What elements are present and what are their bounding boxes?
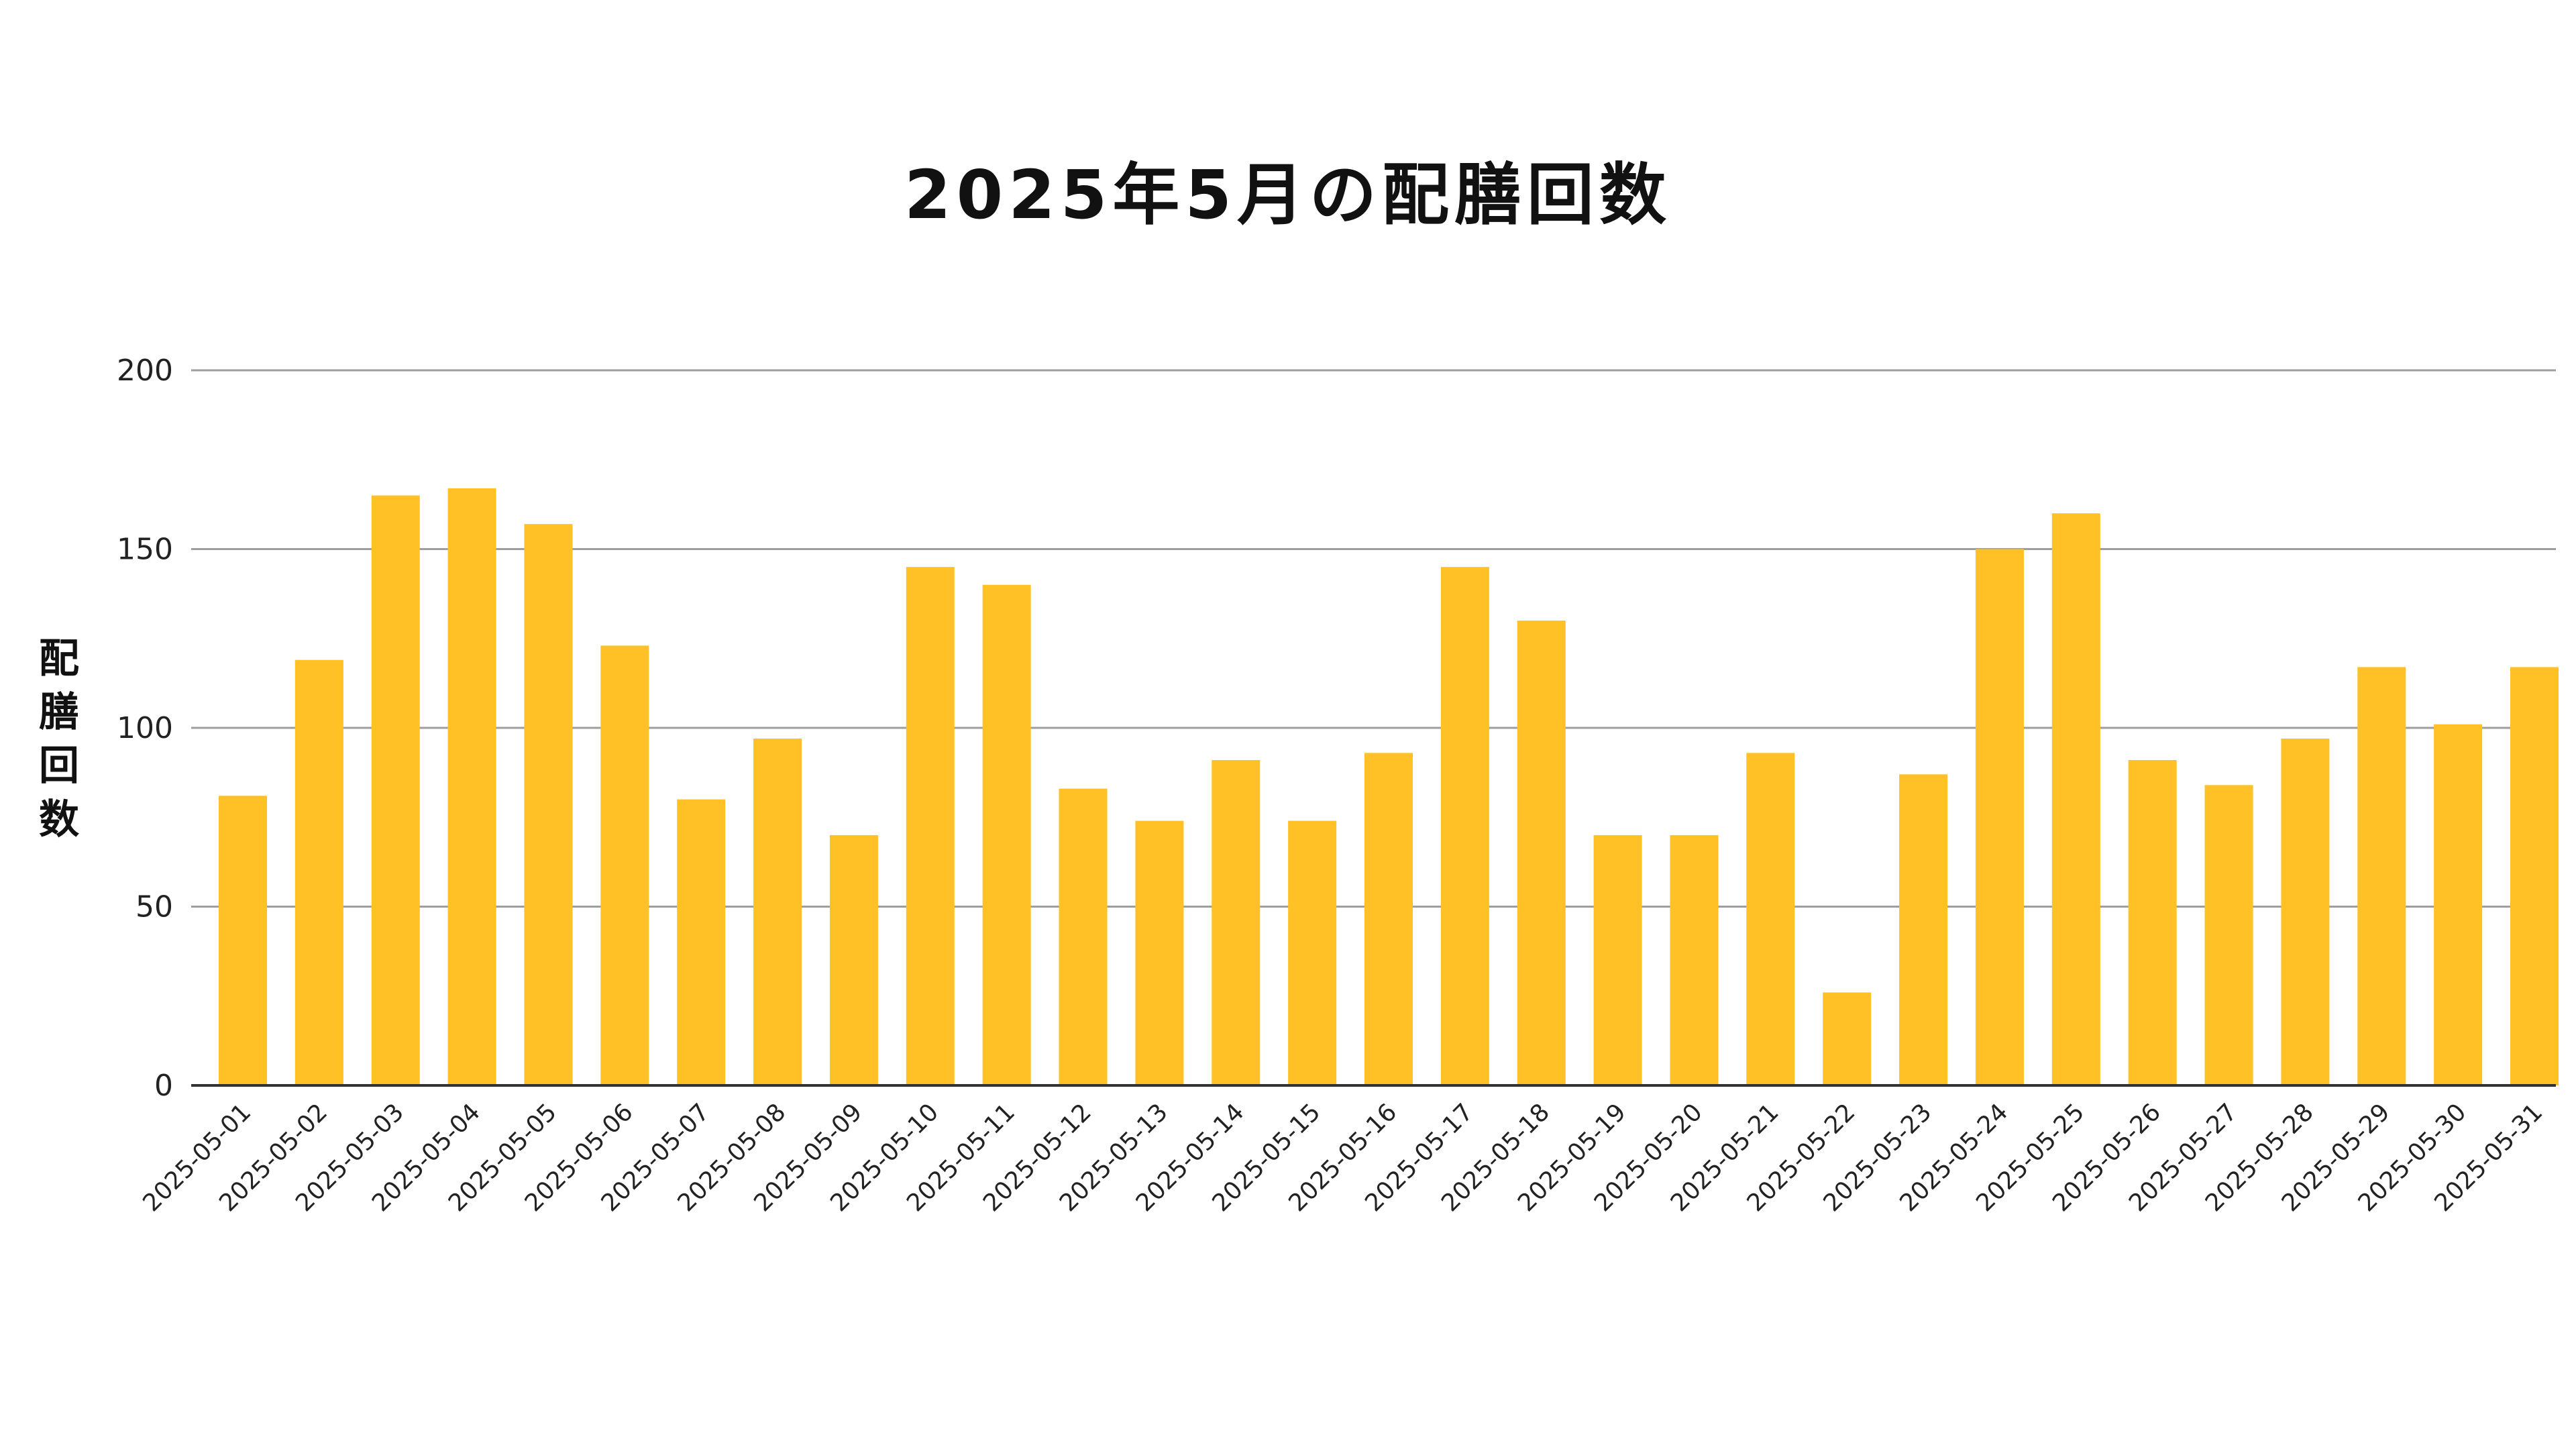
y-tick-label: 50 (136, 890, 173, 924)
bar (906, 567, 955, 1085)
y-tick-label: 100 (117, 711, 173, 745)
bar (2510, 667, 2559, 1085)
bar (600, 645, 649, 1085)
bar (2281, 738, 2330, 1085)
bar (1135, 820, 1184, 1085)
y-axis-label-char: 数 (39, 796, 79, 843)
y-tick-label: 200 (117, 354, 173, 388)
y-axis-label-char: 回 (39, 743, 79, 790)
bar (1975, 549, 2024, 1085)
bar (753, 738, 802, 1085)
chart-title: 2025年5月の配膳回数 (904, 156, 1672, 234)
y-axis-ticks: 0 50 100 150 200 (117, 354, 173, 1103)
y-axis-label-char: 膳 (39, 689, 79, 736)
bar (2357, 667, 2406, 1085)
bar (1364, 753, 1413, 1085)
bar (829, 835, 878, 1085)
y-tick-label: 0 (154, 1069, 173, 1103)
bar (1517, 621, 1566, 1085)
y-axis-label: 配膳回数 (39, 635, 79, 843)
bar (1288, 820, 1337, 1085)
bar (677, 799, 726, 1085)
y-axis-label-char: 配 (39, 635, 79, 682)
bar (219, 796, 267, 1085)
bar (447, 488, 496, 1085)
bar (1823, 992, 1872, 1085)
bar (1212, 759, 1260, 1085)
bar (371, 495, 420, 1085)
bar (1670, 835, 1719, 1085)
y-tick-label: 150 (117, 533, 173, 567)
bar (2051, 513, 2100, 1085)
bar (1899, 774, 1948, 1085)
bar (1593, 835, 1642, 1085)
bars (219, 488, 2559, 1085)
bar (1440, 567, 1489, 1085)
bar (1746, 753, 1795, 1085)
bar (294, 659, 343, 1085)
bar (1059, 788, 1108, 1085)
x-axis-ticks: 2025-05-012025-05-022025-05-032025-05-04… (138, 1098, 2548, 1217)
bar (2128, 759, 2177, 1085)
bar (2434, 724, 2483, 1085)
bar (982, 584, 1031, 1085)
bar (2204, 785, 2253, 1085)
bar (524, 524, 573, 1085)
